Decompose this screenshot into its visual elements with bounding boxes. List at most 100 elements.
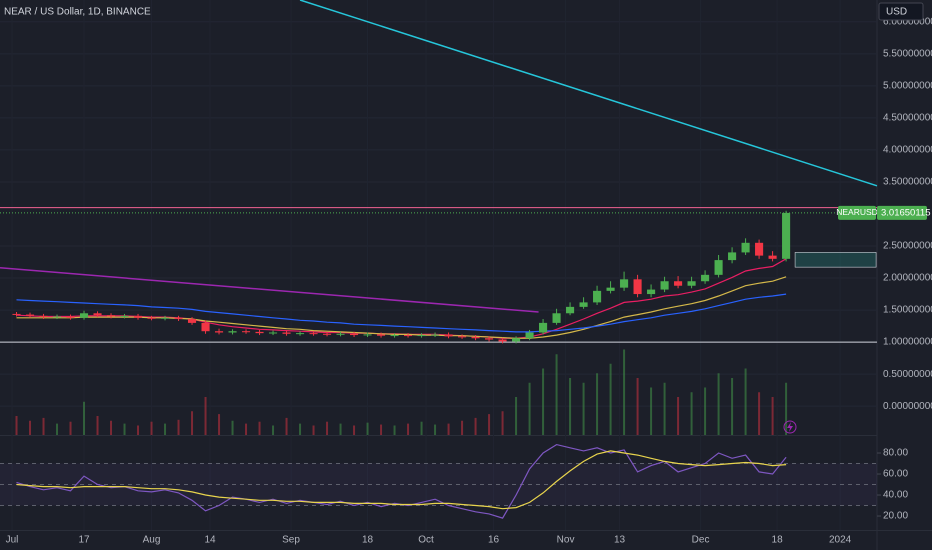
candle-body [241, 331, 251, 333]
candle-body [66, 316, 75, 318]
candle-body [768, 255, 777, 259]
candle-body [512, 338, 521, 342]
volume-bar [609, 363, 612, 435]
volume-bar [596, 373, 599, 435]
alert-icon[interactable] [783, 420, 797, 434]
volume-bar [407, 423, 410, 435]
candle-body [552, 313, 561, 323]
y-tick-label: 1.00000000 [883, 337, 932, 348]
x-tick-label: Aug [143, 535, 161, 546]
volume-bar [285, 417, 288, 435]
candle-body [485, 338, 494, 340]
volume-bar [312, 425, 315, 435]
candle-body [174, 317, 183, 320]
x-tick-label: Sep [282, 535, 300, 546]
x-tick-label: Oct [418, 535, 434, 546]
candle-body [728, 252, 737, 261]
candle-body [268, 332, 278, 334]
volume-bar [690, 392, 693, 435]
volume-bar [258, 421, 261, 435]
x-tick-label: 13 [614, 535, 626, 546]
candle-body [160, 317, 170, 319]
candle-body [431, 334, 440, 336]
volume-bar [164, 423, 167, 435]
volume-bar [123, 423, 126, 435]
currency-label[interactable]: USD [886, 7, 907, 18]
y-tick-label: 2.50000000 [883, 241, 932, 252]
volume-bar [339, 423, 342, 435]
candle-body [336, 333, 345, 335]
candle-body [404, 335, 413, 337]
candle-body [579, 302, 588, 307]
x-tick-label: Nov [557, 535, 575, 546]
x-tick-label: 18 [772, 535, 784, 546]
trendline [0, 267, 539, 313]
volume-bar [29, 420, 32, 435]
volume-bar [447, 423, 450, 435]
candle-body [539, 322, 548, 333]
volume-bar [623, 349, 626, 435]
volume-bar [42, 417, 45, 435]
volume-bar [731, 378, 734, 435]
volume-bar [717, 373, 720, 435]
candle-body [741, 242, 750, 253]
candle-body [363, 334, 372, 336]
zone [794, 252, 877, 268]
chart-title: NEAR / US Dollar, 1D, BINANCE [4, 7, 151, 18]
candle-body [133, 315, 143, 318]
volume-bar [110, 420, 113, 435]
volume-bar [785, 382, 788, 435]
x-tick-label: Jul [6, 535, 19, 546]
volume-bar [434, 424, 437, 435]
volume-bar [744, 368, 747, 435]
volume-bar [218, 414, 221, 435]
volume-bar [569, 378, 572, 435]
candle-body [282, 332, 291, 334]
volume-bar [501, 411, 504, 435]
candle-body [201, 322, 210, 332]
candle-body [660, 281, 669, 290]
candle-body [687, 281, 696, 286]
x-tick-label: 14 [204, 535, 216, 546]
candle-body [79, 313, 89, 318]
y-tick-label: 2.00000000 [883, 273, 932, 284]
volume-bar [56, 423, 59, 435]
candle-body [322, 333, 332, 335]
y-tick-label: 5.00000000 [883, 80, 932, 91]
volume-bar [231, 420, 234, 435]
volume-bar [515, 397, 518, 435]
volume-bar [366, 422, 369, 435]
rsi-tick-label: 80.00 [883, 448, 908, 459]
candle-body [674, 281, 683, 286]
moving-average [16, 293, 787, 333]
y-tick-label: 0.00000000 [883, 401, 932, 412]
volume-bar [83, 401, 86, 435]
candle-body [309, 333, 318, 335]
y-tick-label: 4.00000000 [883, 145, 932, 156]
candle-body [214, 331, 224, 333]
rsi-tick-label: 20.00 [883, 511, 908, 522]
candle-body [39, 315, 48, 318]
y-tick-label: 6.00000000 [883, 16, 932, 27]
currency-button[interactable] [878, 2, 924, 21]
candle-body [444, 334, 453, 337]
candle-body [228, 331, 237, 333]
volume-bar [474, 417, 477, 435]
candle-body [525, 332, 534, 339]
volume-bar [177, 419, 180, 435]
candle-body [120, 315, 129, 317]
candle-body [714, 260, 723, 275]
volume-bar [582, 382, 585, 435]
candle-body [106, 315, 116, 317]
volume-bar [191, 411, 194, 435]
volume-bar [299, 423, 302, 435]
volume-bar [69, 421, 72, 435]
volume-bar [272, 425, 275, 435]
trendline [299, 0, 878, 187]
volume-bar [353, 425, 356, 435]
candle-body [701, 274, 710, 282]
candle-body [147, 317, 156, 319]
y-tick-label: 0.50000000 [883, 369, 932, 380]
last-price-tag [877, 205, 927, 220]
